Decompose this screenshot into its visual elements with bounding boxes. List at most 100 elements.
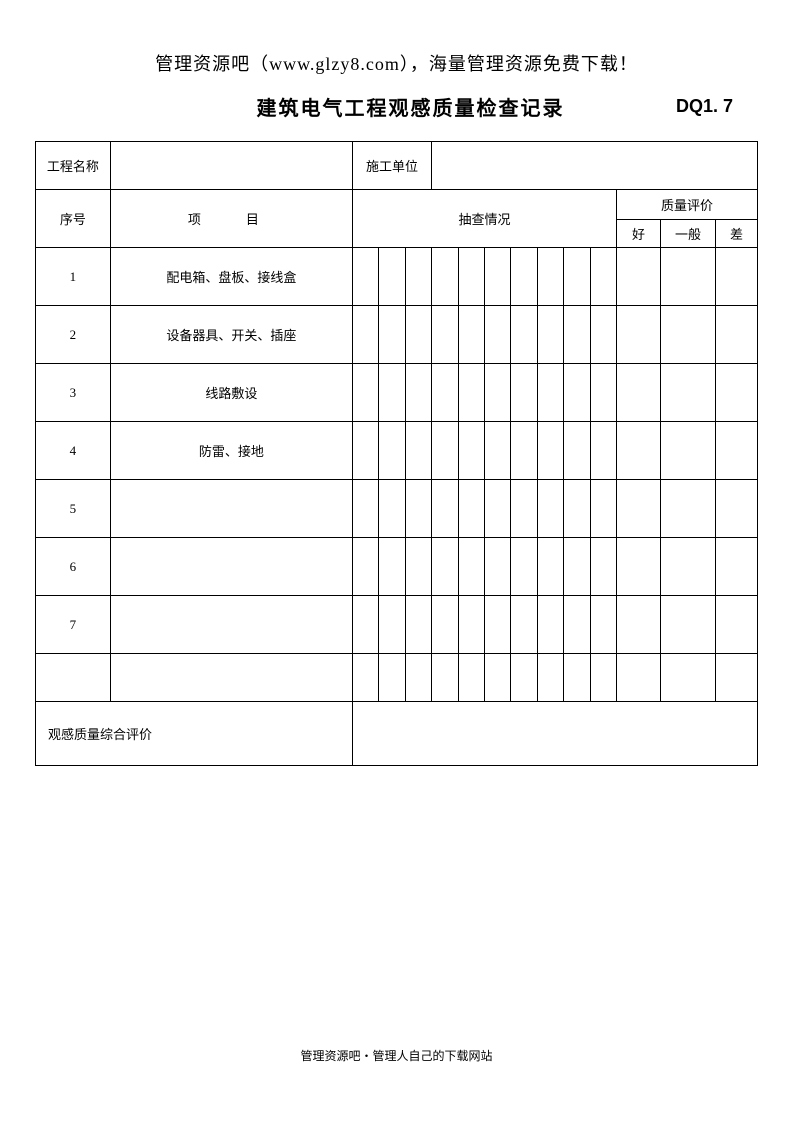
cell-inspection [590,306,616,364]
cell-inspection [537,422,563,480]
cell-seq: 2 [36,306,111,364]
header-good: 好 [617,220,661,248]
cell-good [617,422,661,480]
cell-bad [716,538,758,596]
cell-inspection [379,480,405,538]
cell-inspection [405,422,431,480]
table-row: 2设备器具、开关、插座 [36,306,758,364]
cell-inspection [379,248,405,306]
cell-good [617,596,661,654]
cell-inspection [432,654,458,702]
cell-inspection [405,248,431,306]
doc-code: DQ1. 7 [676,96,748,117]
cell-inspection [352,248,378,306]
cell-seq: 3 [36,364,111,422]
cell-inspection [590,364,616,422]
cell-inspection [432,306,458,364]
cell-seq: 5 [36,480,111,538]
cell-bad [716,596,758,654]
inspection-table: 工程名称 施工单位 序号 项 目 抽查情况 质量评价 好 一般 差 1配电箱、盘… [35,141,758,766]
cell-inspection [379,364,405,422]
cell-item: 设备器具、开关、插座 [110,306,352,364]
cell-inspection [564,480,590,538]
cell-inspection [564,364,590,422]
cell-inspection [379,654,405,702]
cell-inspection [511,480,537,538]
cell-inspection [484,306,510,364]
cell-seq: 6 [36,538,111,596]
header-item: 项 目 [110,190,352,248]
cell-inspection [537,596,563,654]
cell-item: 防雷、接地 [110,422,352,480]
value-overall-eval [352,702,757,766]
cell-bad [716,248,758,306]
cell-normal [661,306,716,364]
cell-inspection [564,654,590,702]
title-row: 建筑电气工程观感质量检查记录 DQ1. 7 [35,92,758,121]
cell-inspection [537,248,563,306]
cell-good [617,538,661,596]
cell-inspection [405,538,431,596]
cell-inspection [458,654,484,702]
cell-inspection [590,538,616,596]
cell-inspection [564,306,590,364]
cell-inspection [590,596,616,654]
cell-inspection [458,480,484,538]
cell-inspection [511,596,537,654]
cell-seq: 4 [36,422,111,480]
cell-inspection [458,596,484,654]
cell-inspection [511,538,537,596]
header-row: 序号 项 目 抽查情况 质量评价 [36,190,758,220]
cell-inspection [405,480,431,538]
cell-good [617,480,661,538]
cell-inspection [379,422,405,480]
cell-good [617,248,661,306]
cell-inspection [458,422,484,480]
cell-inspection [537,364,563,422]
table-row: 1配电箱、盘板、接线盒 [36,248,758,306]
cell-inspection [432,480,458,538]
cell-good [617,364,661,422]
cell-bad [716,422,758,480]
cell-inspection [511,364,537,422]
cell-inspection [484,538,510,596]
cell-item: 配电箱、盘板、接线盒 [110,248,352,306]
cell-inspection [352,422,378,480]
value-construction-unit [432,142,758,190]
cell-seq [36,654,111,702]
cell-normal [661,480,716,538]
cell-inspection [352,364,378,422]
cell-bad [716,364,758,422]
cell-inspection [590,248,616,306]
overall-eval-row: 观感质量综合评价 [36,702,758,766]
cell-inspection [458,248,484,306]
cell-bad [716,654,758,702]
cell-inspection [484,480,510,538]
cell-inspection [432,422,458,480]
cell-inspection [511,306,537,364]
cell-inspection [511,422,537,480]
table-row: 5 [36,480,758,538]
cell-inspection [379,306,405,364]
cell-inspection [484,654,510,702]
cell-good [617,654,661,702]
doc-title: 建筑电气工程观感质量检查记录 [45,92,676,121]
table-row: 6 [36,538,758,596]
table-row-blank [36,654,758,702]
cell-good [617,306,661,364]
table-row: 4防雷、接地 [36,422,758,480]
cell-inspection [564,538,590,596]
value-project-name [110,142,352,190]
cell-inspection [590,422,616,480]
cell-inspection [564,596,590,654]
cell-inspection [352,538,378,596]
cell-item: 线路敷设 [110,364,352,422]
cell-inspection [432,364,458,422]
cell-inspection [432,538,458,596]
cell-inspection [484,422,510,480]
header-inspection: 抽查情况 [352,190,616,248]
cell-inspection [537,480,563,538]
label-project-name: 工程名称 [36,142,111,190]
cell-inspection [590,654,616,702]
cell-normal [661,364,716,422]
